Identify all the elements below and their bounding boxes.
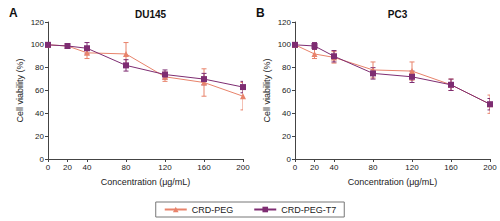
svg-text:Cell viability (%): Cell viability (%): [262, 58, 272, 122]
svg-text:0: 0: [287, 155, 292, 164]
svg-text:100: 100: [31, 40, 45, 49]
svg-text:120: 120: [158, 163, 172, 172]
svg-text:160: 160: [197, 163, 211, 172]
svg-text:200: 200: [483, 163, 497, 172]
svg-text:120: 120: [31, 18, 45, 27]
svg-text:60: 60: [35, 86, 44, 95]
svg-text:200: 200: [236, 163, 250, 172]
svg-text:100: 100: [278, 40, 292, 49]
svg-text:PC3: PC3: [388, 9, 408, 20]
svg-text:20: 20: [310, 163, 319, 172]
svg-text:0: 0: [40, 155, 45, 164]
svg-text:Concentration (μg/mL): Concentration (μg/mL): [348, 177, 438, 187]
svg-text:CRD-PEG-T7: CRD-PEG-T7: [281, 205, 336, 215]
svg-text:20: 20: [63, 163, 72, 172]
svg-text:80: 80: [369, 163, 378, 172]
svg-text:40: 40: [330, 163, 339, 172]
svg-text:40: 40: [83, 163, 92, 172]
svg-text:20: 20: [35, 132, 44, 141]
svg-text:B: B: [256, 6, 265, 20]
svg-text:80: 80: [35, 63, 44, 72]
svg-text:80: 80: [122, 163, 131, 172]
svg-text:40: 40: [282, 109, 291, 118]
svg-text:DU145: DU145: [135, 9, 167, 20]
svg-text:40: 40: [35, 109, 44, 118]
svg-text:A: A: [9, 6, 18, 20]
svg-text:0: 0: [293, 163, 298, 172]
svg-text:120: 120: [278, 18, 292, 27]
svg-text:Cell viability (%): Cell viability (%): [15, 58, 25, 122]
svg-text:20: 20: [282, 132, 291, 141]
svg-text:60: 60: [282, 86, 291, 95]
svg-text:160: 160: [444, 163, 458, 172]
svg-text:0: 0: [46, 163, 51, 172]
svg-text:80: 80: [282, 63, 291, 72]
svg-text:120: 120: [405, 163, 419, 172]
svg-text:Concentration (μg/mL): Concentration (μg/mL): [101, 177, 191, 187]
svg-text:CRD-PEG: CRD-PEG: [192, 205, 234, 215]
